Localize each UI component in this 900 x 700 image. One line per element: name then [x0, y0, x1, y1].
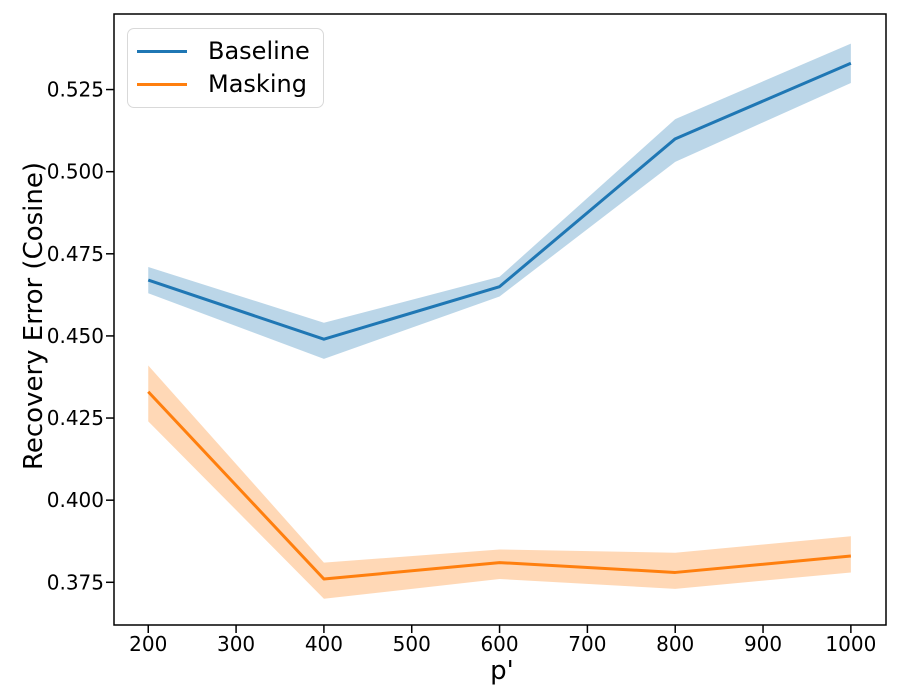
x-tick-label: 500: [393, 632, 431, 656]
y-tick-label: 0.375: [47, 570, 104, 594]
legend-label-baseline: Baseline: [208, 37, 310, 66]
x-tick-label: 400: [305, 632, 343, 656]
x-tick-label: 700: [568, 632, 606, 656]
x-tick-label: 200: [129, 632, 167, 656]
baseline-line: [147, 61, 852, 341]
y-tick-label: 0.425: [47, 406, 104, 430]
legend-label-masking: Masking: [208, 70, 307, 99]
masking-line-swatch-icon: [137, 82, 187, 86]
y-axis-label: Recovery Error (Cosine): [19, 161, 49, 471]
legend-item-baseline: Baseline: [137, 37, 313, 66]
x-tick-label: 300: [217, 632, 255, 656]
y-tick-label: 0.400: [47, 488, 104, 512]
baseline-confidence-band: [148, 43, 851, 359]
y-tick-label: 0.475: [47, 242, 104, 266]
baseline-line-swatch-icon: [137, 49, 187, 53]
legend-item-masking: Masking: [137, 70, 313, 99]
x-tick-label: 900: [744, 632, 782, 656]
y-tick-label: 0.500: [47, 160, 104, 184]
legend: Baseline Masking: [127, 28, 324, 108]
x-tick-label: 800: [656, 632, 694, 656]
y-tick-label: 0.525: [47, 78, 104, 102]
x-tick-label: 600: [480, 632, 518, 656]
y-tick-label: 0.450: [47, 324, 104, 348]
x-tick-label: 1000: [825, 632, 876, 656]
masking-line: [147, 390, 852, 581]
masking-confidence-band: [148, 365, 851, 599]
plot-border: [113, 13, 887, 626]
x-axis-label: p': [490, 656, 514, 686]
